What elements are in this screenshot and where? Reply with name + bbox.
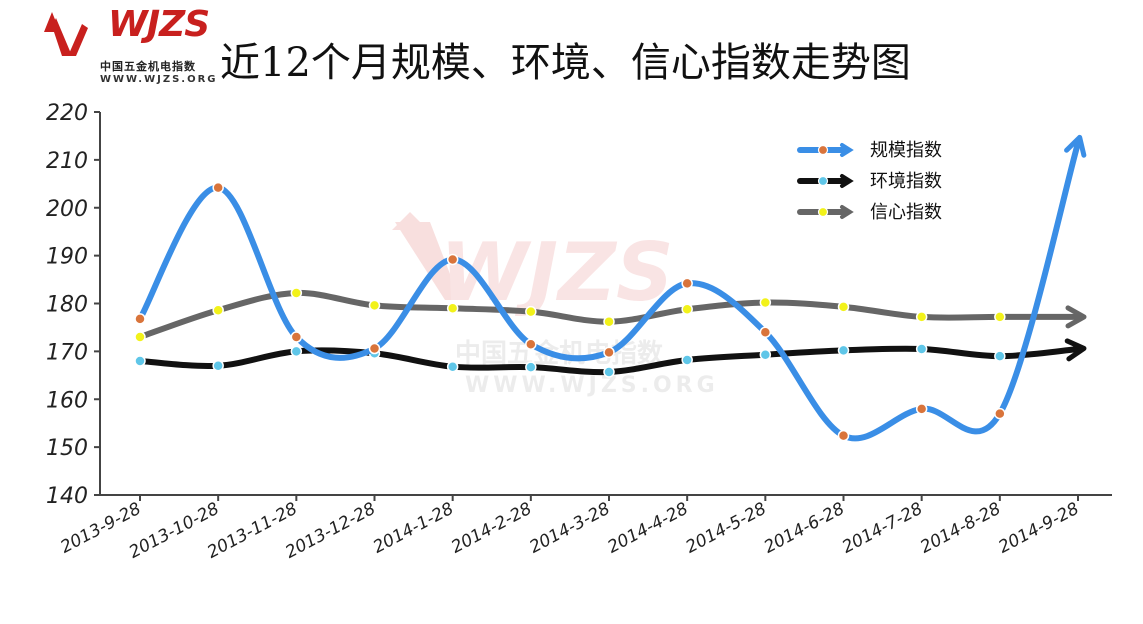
data-point <box>290 287 303 299</box>
logo-mark: WJZS <box>108 4 210 45</box>
legend-arrow <box>840 174 854 188</box>
chart-title: 近12个月规模、环境、信心指数走势图 <box>220 40 911 86</box>
data-point <box>212 181 224 194</box>
legend-marker <box>817 206 829 218</box>
series-2 <box>134 338 1087 378</box>
data-point <box>212 304 224 316</box>
y-tick-label: 150 <box>46 436 88 461</box>
logo-arrow-icon <box>44 12 88 56</box>
data-point <box>603 315 615 328</box>
data-point <box>525 361 537 373</box>
y-tick-label: 210 <box>46 149 88 174</box>
x-tick-label: 2014-8-28 <box>917 499 1004 558</box>
data-point <box>134 355 146 367</box>
data-point <box>759 348 772 361</box>
watermark-logo-icon <box>392 212 460 300</box>
data-point <box>681 277 693 290</box>
data-point <box>368 299 381 312</box>
data-point <box>994 311 1006 323</box>
y-tick-labels: 140 150 160 170 180 190 200 210 220 <box>46 101 100 509</box>
data-point <box>759 326 772 338</box>
data-point <box>681 303 693 315</box>
data-point <box>994 407 1006 420</box>
y-tick-label: 220 <box>46 101 88 126</box>
data-point <box>915 311 928 323</box>
watermark-url: WWW.WJZS.ORG <box>465 373 719 398</box>
logo-cn-text: 中国五金机电指数 <box>100 60 196 73</box>
x-tick-label: 2013-12-28 <box>282 499 379 563</box>
legend-marker <box>817 175 829 187</box>
x-tick-label: 2014-5-28 <box>683 499 770 558</box>
data-point <box>915 403 928 415</box>
y-tick-label: 190 <box>46 245 88 270</box>
data-point <box>290 331 303 343</box>
legend-item: 环境指数 <box>797 171 942 192</box>
legend-arrow <box>840 205 854 219</box>
data-point <box>290 345 303 358</box>
data-point <box>837 344 850 357</box>
data-point <box>212 359 224 372</box>
x-tick-label: 2014-1-28 <box>370 499 457 558</box>
data-point <box>915 343 928 355</box>
y-tick-label: 160 <box>46 388 88 413</box>
logo-url-text: WWW.WJZS.ORG <box>100 74 218 85</box>
x-tick-label: 2014-2-28 <box>448 499 535 558</box>
series-3 <box>134 287 1087 343</box>
series-lines <box>134 134 1087 442</box>
y-tick-label: 180 <box>46 293 88 318</box>
data-point <box>603 366 615 378</box>
series-arrow <box>1065 305 1087 329</box>
series-arrow <box>1064 338 1087 362</box>
data-point <box>603 346 615 359</box>
legend-item: 规模指数 <box>797 140 942 161</box>
data-point <box>994 350 1006 362</box>
data-point <box>368 342 381 355</box>
x-tick-label: 2014-7-28 <box>839 499 926 558</box>
data-point <box>446 360 459 373</box>
y-tick-label: 170 <box>46 340 88 365</box>
brand-logo: WJZS 中国五金机电指数 WWW.WJZS.ORG <box>38 4 216 94</box>
series-arrow <box>1064 134 1087 158</box>
x-tick-label: 2014-6-28 <box>761 499 848 558</box>
data-point <box>525 338 537 350</box>
legend-label: 信心指数 <box>870 202 942 223</box>
watermark-mark: WJZS <box>440 226 674 319</box>
legend-label: 环境指数 <box>870 171 942 192</box>
legend-item: 信心指数 <box>797 202 942 223</box>
data-point <box>446 302 459 315</box>
x-tick-label: 2014-3-28 <box>526 499 613 558</box>
data-point <box>681 354 693 366</box>
y-tick-label: 200 <box>46 197 88 222</box>
watermark: WJZS 中国五金机电指数 WWW.WJZS.ORG <box>392 212 719 398</box>
x-tick-label: 2014-9-28 <box>995 499 1082 558</box>
data-point <box>837 301 850 313</box>
legend-label: 规模指数 <box>870 140 942 161</box>
series-1 <box>134 134 1087 442</box>
x-tick-label: 2014-4-28 <box>604 499 691 558</box>
legend-arrow <box>840 143 854 157</box>
data-point <box>446 253 459 266</box>
data-point <box>837 429 850 442</box>
data-point <box>525 305 537 318</box>
x-tick-labels: 2013-9-282013-10-282013-11-282013-12-282… <box>57 495 1083 563</box>
y-tick-label: 140 <box>46 484 88 509</box>
data-point <box>134 313 146 325</box>
data-point <box>759 296 772 309</box>
legend-marker <box>817 144 829 156</box>
data-point <box>134 331 146 343</box>
